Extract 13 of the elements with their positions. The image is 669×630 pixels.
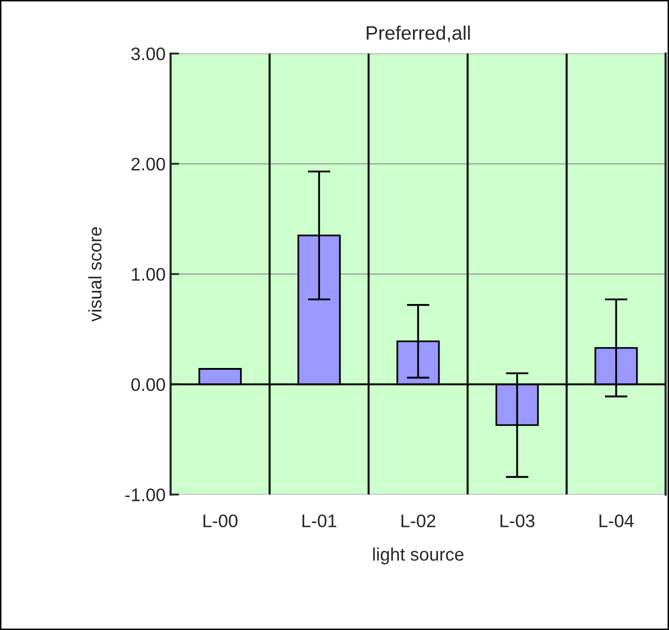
x-tick-label: L-02 [402,514,436,528]
x-tick-label: L-01 [302,514,336,528]
chart-title: Preferred,all [366,26,470,42]
x-axis-title: light source [373,547,464,564]
y-tick-label: 3.00 [131,47,166,60]
y-axis-title: visual score [88,227,102,322]
y-tick-label: -1.00 [125,488,166,502]
x-tick-label: L-00 [204,514,238,528]
x-tick-label: L-04 [600,514,634,528]
y-tick-label: 2.00 [132,158,166,171]
y-tick-label: 0.00 [131,378,166,392]
x-tick-label: L-03 [500,514,534,528]
y-tick-label: 1.00 [132,268,166,281]
